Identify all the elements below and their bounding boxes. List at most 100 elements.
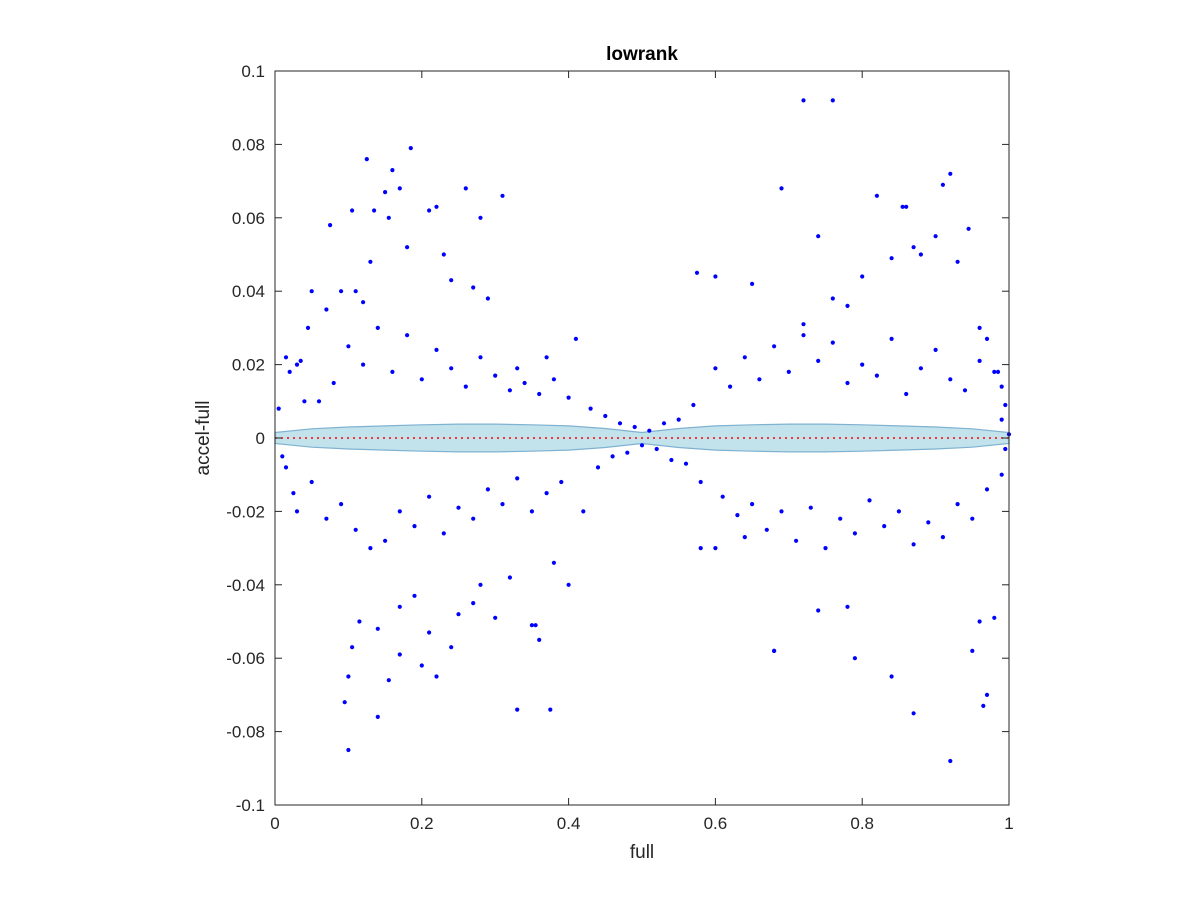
data-point — [566, 582, 571, 587]
data-point — [900, 204, 905, 209]
data-point — [933, 347, 938, 352]
data-point — [350, 645, 355, 650]
data-point — [309, 289, 314, 294]
data-point — [845, 380, 850, 386]
data-point — [860, 274, 865, 279]
data-point — [441, 252, 446, 257]
y-axis-label: accel-full — [193, 401, 214, 476]
data-point — [280, 454, 285, 459]
data-point — [548, 707, 553, 712]
data-point — [405, 333, 410, 338]
data-point — [676, 417, 681, 422]
data-point — [339, 289, 344, 294]
data-point — [845, 604, 850, 609]
y-tick-label: 0.04 — [232, 282, 265, 301]
data-point — [427, 208, 432, 213]
data-point — [412, 593, 417, 598]
points-layer — [276, 98, 1012, 764]
data-point — [966, 226, 971, 231]
data-point — [515, 707, 520, 712]
data-point — [419, 663, 424, 668]
data-point — [632, 424, 637, 430]
data-point — [918, 252, 924, 257]
data-point — [728, 384, 733, 389]
data-point — [408, 146, 413, 151]
data-point — [478, 582, 483, 587]
data-point — [683, 461, 689, 466]
data-point — [661, 421, 667, 426]
data-point — [500, 502, 505, 507]
data-point — [544, 491, 549, 496]
data-point — [500, 193, 505, 198]
data-point — [764, 527, 769, 532]
data-point — [372, 208, 377, 213]
data-point — [507, 575, 512, 580]
data-point — [617, 421, 623, 426]
data-point — [324, 516, 329, 521]
data-point — [698, 546, 703, 551]
data-point — [772, 648, 777, 654]
data-point — [456, 505, 461, 510]
data-point — [984, 336, 990, 341]
data-point — [742, 535, 747, 540]
data-point — [1003, 402, 1008, 408]
data-point — [639, 443, 645, 448]
data-point — [573, 336, 579, 341]
data-point — [940, 182, 946, 187]
y-tick-label: -0.1 — [236, 796, 265, 815]
data-point — [412, 524, 417, 529]
data-point — [419, 377, 424, 382]
data-point — [830, 340, 835, 345]
data-point — [933, 234, 938, 239]
data-point — [383, 190, 388, 195]
y-tick-label: 0.1 — [241, 62, 265, 81]
data-point — [353, 527, 358, 532]
data-point — [977, 619, 982, 624]
data-point — [911, 245, 916, 250]
data-point — [779, 186, 784, 191]
data-point — [603, 413, 608, 419]
data-point — [874, 193, 880, 198]
data-point — [801, 322, 806, 327]
data-point — [456, 612, 461, 617]
data-point — [533, 623, 538, 628]
data-point — [478, 355, 483, 360]
data-point — [471, 285, 476, 290]
data-point — [507, 388, 512, 393]
data-point — [298, 358, 303, 363]
data-point — [816, 234, 821, 239]
data-point — [889, 336, 894, 341]
data-point — [350, 208, 355, 213]
data-point — [324, 307, 329, 312]
data-point — [625, 450, 630, 455]
data-point — [342, 700, 347, 705]
data-point — [860, 362, 865, 367]
data-point — [478, 215, 483, 220]
data-point — [962, 388, 968, 393]
data-point — [346, 747, 351, 753]
x-tick-label: 0 — [270, 814, 279, 833]
data-point — [463, 384, 468, 389]
data-point — [852, 531, 858, 536]
data-point — [654, 446, 659, 452]
data-point — [316, 399, 322, 404]
data-point — [830, 296, 835, 301]
data-point — [742, 355, 747, 360]
data-point — [808, 505, 813, 510]
data-point — [566, 395, 571, 400]
data-point — [283, 465, 289, 470]
data-point — [970, 516, 975, 521]
data-point — [750, 281, 755, 286]
data-point — [427, 494, 432, 499]
data-point — [427, 630, 432, 635]
data-point — [383, 538, 388, 543]
data-point — [397, 604, 402, 609]
data-point — [1003, 446, 1008, 452]
data-point — [551, 377, 557, 382]
data-point — [386, 215, 391, 220]
data-point — [375, 626, 380, 631]
chart-title: lowrank — [606, 44, 678, 65]
x-tick-label: 0.4 — [557, 814, 581, 833]
y-tick-label: 0 — [256, 429, 265, 448]
data-point — [977, 358, 982, 363]
